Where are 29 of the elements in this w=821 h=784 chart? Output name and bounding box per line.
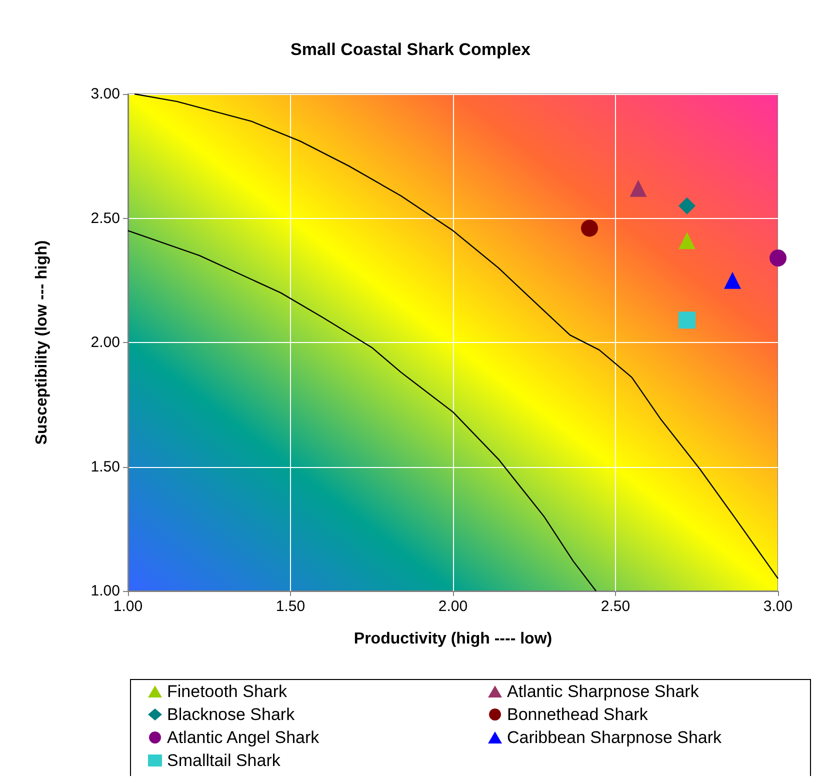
legend-label: Blacknose Shark bbox=[167, 705, 296, 724]
point bbox=[724, 272, 741, 289]
x-tick-label: 1.00 bbox=[113, 598, 143, 615]
line-series bbox=[127, 230, 597, 592]
x-tick-label: 3.00 bbox=[763, 598, 793, 615]
point bbox=[581, 220, 598, 237]
y-tick-label: 2.00 bbox=[90, 334, 120, 351]
x-tick-label: 1.50 bbox=[276, 598, 306, 615]
y-axis-title: Susceptibility (low --- high) bbox=[34, 240, 50, 445]
x-axis-title: Productivity (high ---- low) bbox=[354, 630, 552, 648]
y-tick-label: 2.50 bbox=[90, 210, 120, 227]
y-tick-label: 3.00 bbox=[90, 86, 120, 102]
y-tick-label: 1.50 bbox=[90, 458, 120, 476]
point bbox=[678, 232, 696, 250]
legend-label: Atlantic Sharpnose Shark bbox=[507, 682, 700, 701]
legend-label: Atlantic Angel Shark bbox=[167, 728, 320, 747]
legend-label: Bonnethead Shark bbox=[507, 705, 648, 724]
point bbox=[678, 197, 696, 214]
line-series bbox=[134, 93, 779, 580]
legend-label: Caribbean Sharpnose Shark bbox=[507, 728, 722, 747]
x-tick-label: 2.00 bbox=[438, 598, 468, 615]
legend-label: Finetooth Shark bbox=[167, 682, 288, 701]
point bbox=[770, 250, 786, 267]
chart-title: Small Coastal Shark Complex bbox=[290, 40, 532, 59]
x-tick-label: 2.50 bbox=[600, 598, 630, 615]
y-tick-label: 1.00 bbox=[90, 582, 120, 600]
legend-label: Smalltail Shark bbox=[167, 751, 281, 770]
point bbox=[630, 180, 647, 197]
point bbox=[678, 312, 696, 329]
